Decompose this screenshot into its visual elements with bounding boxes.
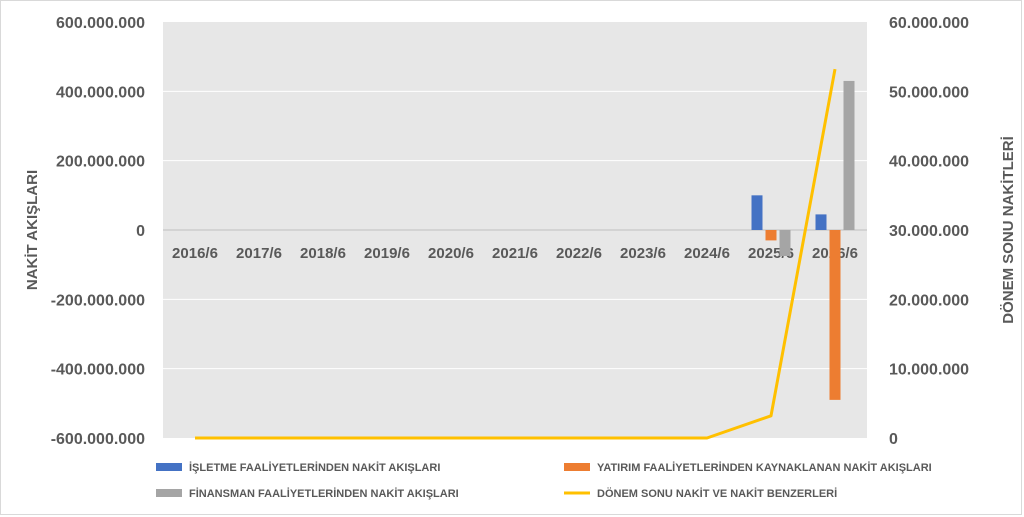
bar-3 xyxy=(779,230,791,256)
y-tick-label-left: 0 xyxy=(136,223,145,240)
x-tick-label: 2017/6 xyxy=(236,245,282,262)
y-axis-title-right: DÖNEM SONU NAKİTLERİ xyxy=(1000,136,1017,324)
x-tick-label: 2024/6 xyxy=(684,245,730,262)
x-tick-label: 2020/6 xyxy=(428,245,474,262)
y-tick-label-right: 10.000.000 xyxy=(889,362,969,379)
x-tick-label: 2021/6 xyxy=(492,245,538,262)
y-tick-label-left: 200.000.000 xyxy=(56,154,145,171)
bar-1 xyxy=(751,195,763,230)
y-tick-label-left: 600.000.000 xyxy=(56,15,145,32)
y-tick-label-left: -400.000.000 xyxy=(51,362,145,379)
y-tick-label-right: 30.000.000 xyxy=(889,223,969,240)
y-tick-label-right: 40.000.000 xyxy=(889,154,969,171)
y-tick-label-right: 0 xyxy=(889,431,898,448)
x-tick-label: 2016/6 xyxy=(172,245,218,262)
legend-swatch xyxy=(156,463,182,471)
legend-label: DÖNEM SONU NAKİT VE NAKİT BENZERLERİ xyxy=(597,487,837,500)
x-tick-label: 2023/6 xyxy=(620,245,666,262)
bar-2 xyxy=(765,230,777,241)
y-tick-label-left: -200.000.000 xyxy=(51,292,145,309)
x-tick-label: 2018/6 xyxy=(300,245,346,262)
line-series xyxy=(195,68,837,440)
legend-swatch xyxy=(564,463,590,471)
x-tick-label: 2022/6 xyxy=(556,245,602,262)
y-axis-title-left: NAKİT AKIŞLARI xyxy=(24,170,41,290)
x-tick-label: 2019/6 xyxy=(364,245,410,262)
y-tick-label-left: 400.000.000 xyxy=(56,84,145,101)
y-tick-label-right: 20.000.000 xyxy=(889,292,969,309)
y-tick-label-right: 50.000.000 xyxy=(889,84,969,101)
legend-label: YATIRIM FAALİYETLERİNDEN KAYNAKLANAN NAK… xyxy=(597,461,932,474)
legend-swatch xyxy=(156,489,182,497)
y-tick-label-right: 60.000.000 xyxy=(889,15,969,32)
legend-label: İŞLETME FAALİYETLERİNDEN NAKİT AKIŞLARI xyxy=(189,461,440,474)
legend-label: FİNANSMAN FAALİYETLERİNDEN NAKİT AKIŞLAR… xyxy=(189,487,459,500)
y-tick-label-left: -600.000.000 xyxy=(51,431,145,448)
bar-2 xyxy=(829,230,841,400)
bar-1 xyxy=(815,214,827,230)
bar-3 xyxy=(843,80,855,230)
